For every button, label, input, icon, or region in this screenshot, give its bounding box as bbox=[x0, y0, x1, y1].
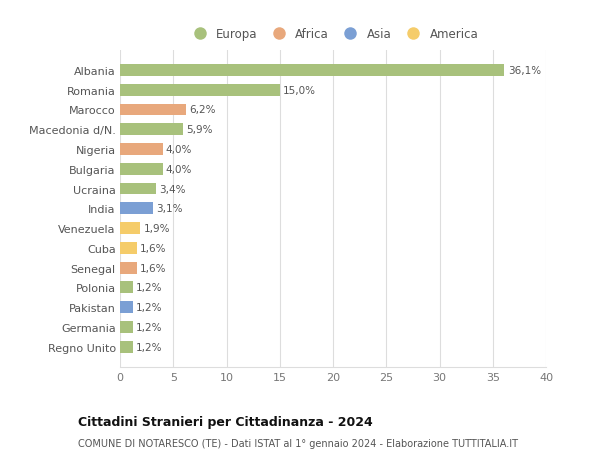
Text: 1,2%: 1,2% bbox=[136, 342, 163, 352]
Bar bbox=[120, 242, 137, 254]
Text: 3,4%: 3,4% bbox=[160, 184, 186, 194]
Bar bbox=[120, 84, 280, 96]
Text: 1,2%: 1,2% bbox=[136, 283, 163, 293]
Text: 5,9%: 5,9% bbox=[186, 125, 212, 135]
Text: 15,0%: 15,0% bbox=[283, 85, 316, 95]
Text: 1,6%: 1,6% bbox=[140, 243, 167, 253]
Bar bbox=[120, 321, 133, 333]
Text: 6,2%: 6,2% bbox=[189, 105, 216, 115]
Bar bbox=[120, 302, 133, 313]
Bar bbox=[120, 104, 186, 116]
Bar bbox=[120, 124, 183, 136]
Text: Cittadini Stranieri per Cittadinanza - 2024: Cittadini Stranieri per Cittadinanza - 2… bbox=[78, 415, 373, 428]
Text: 1,9%: 1,9% bbox=[143, 224, 170, 234]
Bar bbox=[120, 341, 133, 353]
Text: 4,0%: 4,0% bbox=[166, 145, 192, 155]
Bar bbox=[120, 144, 163, 156]
Legend: Europa, Africa, Asia, America: Europa, Africa, Asia, America bbox=[184, 25, 482, 45]
Bar bbox=[120, 183, 156, 195]
Bar bbox=[120, 163, 163, 175]
Text: 1,6%: 1,6% bbox=[140, 263, 167, 273]
Text: 4,0%: 4,0% bbox=[166, 164, 192, 174]
Text: 1,2%: 1,2% bbox=[136, 322, 163, 332]
Bar bbox=[120, 262, 137, 274]
Text: 1,2%: 1,2% bbox=[136, 302, 163, 313]
Text: COMUNE DI NOTARESCO (TE) - Dati ISTAT al 1° gennaio 2024 - Elaborazione TUTTITAL: COMUNE DI NOTARESCO (TE) - Dati ISTAT al… bbox=[78, 438, 518, 448]
Text: 3,1%: 3,1% bbox=[156, 204, 183, 214]
Text: 36,1%: 36,1% bbox=[508, 66, 541, 76]
Bar bbox=[120, 65, 505, 77]
Bar bbox=[120, 203, 153, 215]
Bar bbox=[120, 282, 133, 294]
Bar bbox=[120, 223, 140, 235]
